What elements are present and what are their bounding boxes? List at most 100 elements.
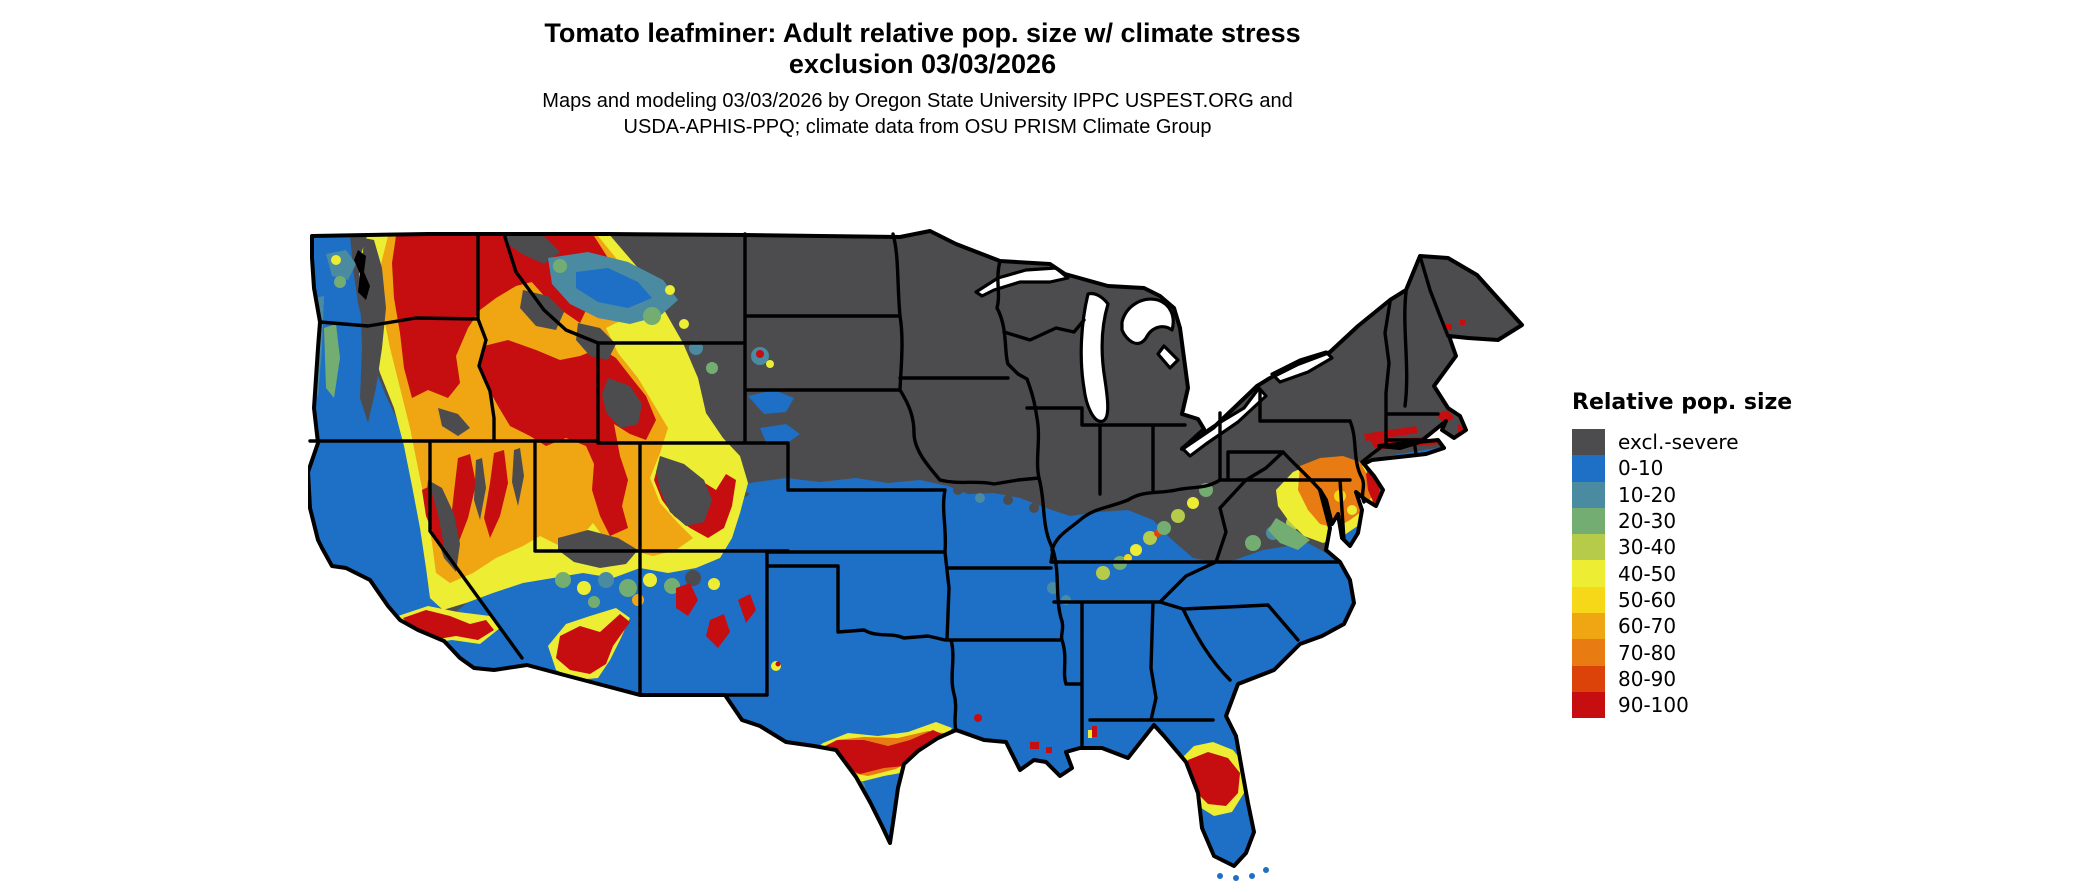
raster-nm-red-patch [738,594,756,623]
subtitle-line-1: Maps and modeling 03/03/2026 by Oregon S… [542,90,1293,112]
raster-island-speck [417,653,423,659]
raster-speck [1187,497,1199,509]
legend-item: 50-60 [1572,586,1932,614]
raster-speck [334,276,346,288]
raster-red-montana-streak [514,246,588,323]
raster-speck [975,493,985,503]
raster-red-nevada-streak [450,454,476,544]
legend-color-swatch [1572,481,1605,508]
legend-color-swatch [1572,507,1605,535]
legend-item-label: 50-60 [1618,587,1677,612]
legend-item: 10-20 [1572,481,1932,508]
legend-item-label: 70-80 [1618,640,1677,665]
lake-huron [1120,297,1175,345]
raster-speck [1003,495,1013,505]
raster-speck [588,596,600,608]
raster-nv-range-gray [512,448,524,506]
raster-island-speck [403,647,409,653]
lake-superior [974,266,1070,298]
legend-color-swatch [1572,560,1605,587]
legend-item: excl.-severe [1572,429,1932,456]
legend-items: excl.-severe 0-10 10-20 20-30 30-40 40-5… [1572,429,1932,719]
title-line-1: Tomato leafminer: Adult relative pop. si… [544,18,1301,48]
saginaw-bay [1156,344,1180,370]
page-title: Tomato leafminer: Adult relative pop. si… [0,18,1845,80]
legend-color-swatch [1572,534,1605,561]
raster-speck [555,572,571,588]
legend-item: 0-10 [1572,455,1932,482]
conus-outline [306,229,1524,868]
legend-color-swatch [1572,613,1605,640]
raster-speck [766,360,774,368]
raster-island-speck [409,643,415,649]
raster-speck [1124,554,1132,562]
legend-color-swatch [1572,665,1605,692]
raster-wyoming-gray [602,378,642,428]
raster-njcoast-red [1366,468,1380,504]
raster-delmarva-green [1268,518,1310,550]
legend-item: 90-100 [1572,691,1932,719]
legend-color-swatch [1572,691,1605,719]
raster-plains-blue [748,390,794,414]
us-climate-map [306,228,1533,888]
raster-texas-red [816,730,946,774]
raster-speck [632,594,644,606]
subtitle-line-2: USDA-APHIS-PPQ; climate data from OSU PR… [623,116,1212,138]
raster-speck [577,581,591,595]
raster-sierra-west-red [422,486,444,546]
great-lakes [974,266,1334,458]
raster-speck [1096,566,1110,580]
raster-speck [1130,544,1142,556]
raster-speck [1029,503,1039,513]
legend-item-label: 90-100 [1618,693,1689,718]
raster-maine-speck [1460,320,1465,325]
lake-ontario [1270,350,1334,384]
raster-ctcoast-red [1364,426,1418,441]
legend-item: 70-80 [1572,639,1932,666]
legend-item: 40-50 [1572,560,1932,587]
raster-az-red [556,614,630,674]
raster-speck [775,661,781,667]
raster-montana-blue [576,268,652,308]
raster-speck [619,579,637,597]
legend-item: 20-30 [1572,507,1932,535]
raster-nv-range-gray [474,458,486,520]
raster-mobile-speck [1088,730,1092,738]
raster-speck [1171,509,1185,523]
raster-speck [1347,505,1357,515]
raster-blackhills-red [756,350,764,358]
raster-nm-red-patch [706,614,730,648]
raster-speck [1190,808,1198,816]
legend-item: 60-70 [1572,613,1932,640]
raster-nid-gray [504,236,560,264]
puget-sound [354,250,370,300]
raster-speck [643,573,657,587]
raster-neworleans-speck [1046,747,1052,753]
legend-item: 30-40 [1572,534,1932,561]
florida-keys [1217,867,1269,881]
map-subtitle: Maps and modeling 03/03/2026 by Oregon S… [0,88,1835,140]
raster-speck [839,777,849,787]
raster-nm-red-patch [676,583,698,616]
legend-item-label: 80-90 [1618,666,1677,691]
legend-item-label: 40-50 [1618,561,1677,586]
raster-red-nevada-streak [484,450,508,538]
raster-mobile-speck [1092,726,1097,737]
legend-item: 80-90 [1572,665,1932,692]
raster-speck [1245,535,1261,551]
legend-item-label: 10-20 [1618,482,1677,507]
legend-color-swatch [1572,586,1605,614]
raster-corockies-gray [656,456,712,526]
legend-color-swatch [1572,639,1605,666]
raster-speck [553,259,567,273]
raster-speck [665,285,675,295]
raster-speck [685,570,701,586]
raster-speck [1157,521,1171,535]
raster-speck [679,319,689,329]
title-line-2: exclusion 03/03/2026 [788,49,1057,79]
legend-item-label: excl.-severe [1618,430,1739,455]
legend-item-label: 20-30 [1618,509,1677,534]
legend-title: Relative pop. size [1572,390,1793,415]
raster-coastrange-patch [324,324,340,398]
